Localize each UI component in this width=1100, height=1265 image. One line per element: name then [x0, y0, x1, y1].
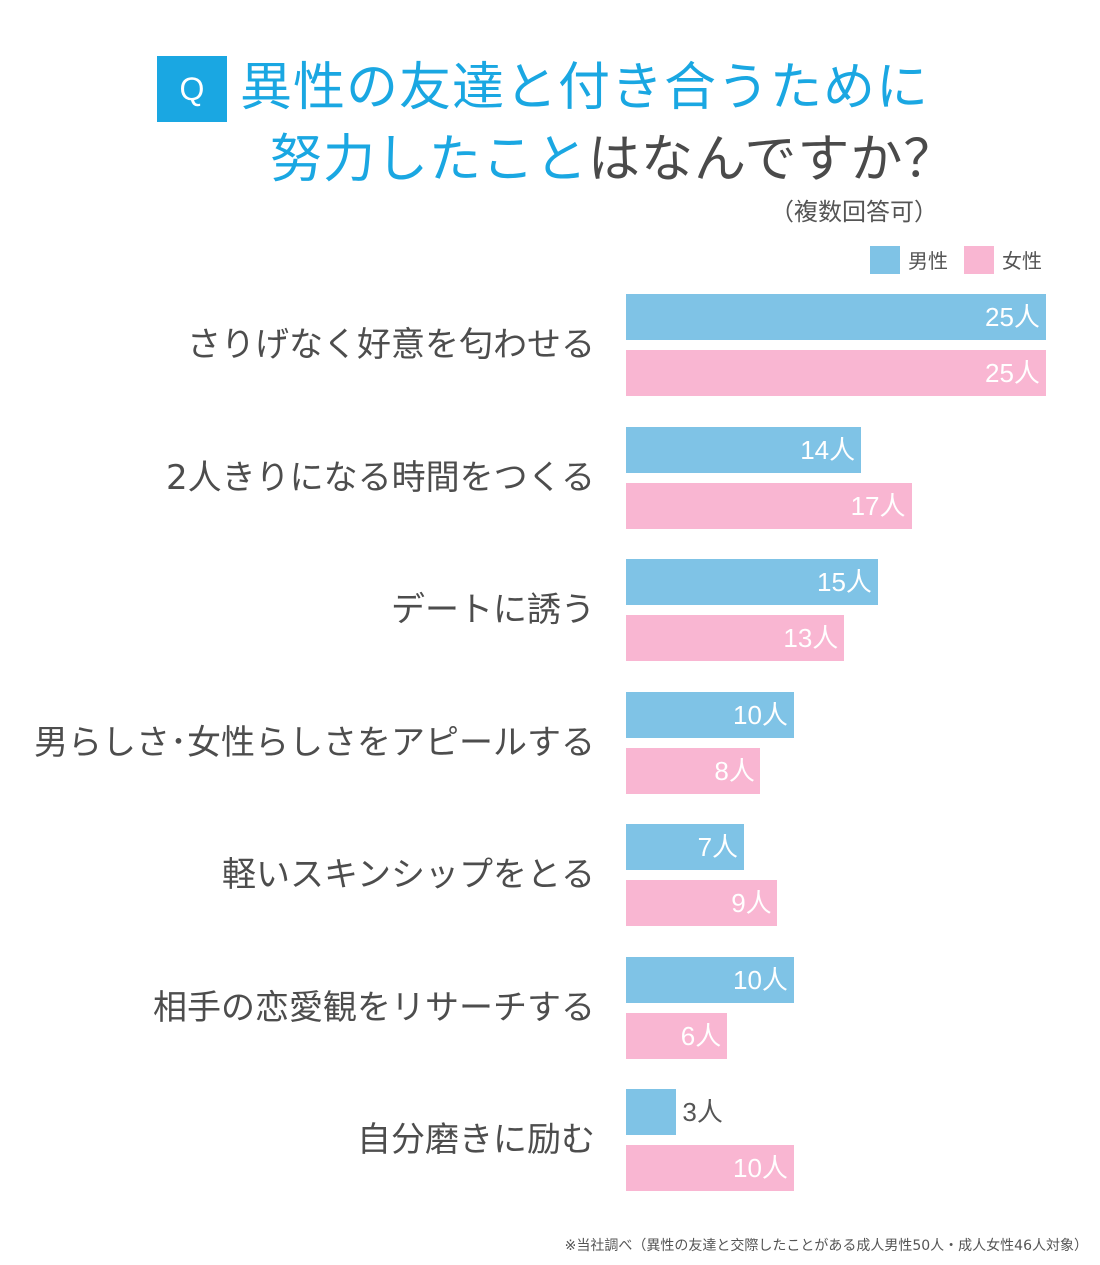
bar-value-label: 7人 [697, 832, 739, 862]
title-line-2: 努力したことはなんですか？ [270, 130, 956, 190]
bar-value-label: 25人 [985, 302, 1040, 332]
bar-female [626, 1012, 727, 1059]
bar-female [626, 350, 1046, 396]
bar-female [626, 615, 845, 661]
bar-female [626, 880, 778, 926]
title-line-2-rest: はなんですか？ [588, 130, 957, 190]
category-label: 2人きりになる時間をつくる [166, 457, 595, 498]
title-line-1: 異性の友達と付き合うために [240, 58, 930, 118]
footnote: ※当社調べ（異性の友達と交際したことがある成人男性50人・成人女性46人対象） [564, 1238, 1088, 1254]
bar-male [626, 294, 1046, 340]
bar-male [626, 559, 878, 605]
legend-label-male: 男性 [908, 249, 948, 273]
bar-female [626, 1145, 794, 1191]
bar-value-label: 15人 [817, 567, 872, 597]
legend-item-female: 女性 [964, 245, 1042, 274]
bar-male [626, 691, 794, 738]
bar-value-label: 8人 [714, 755, 755, 786]
bar-female [626, 482, 912, 529]
bar-value-label: 10人 [733, 964, 788, 995]
bar-male [626, 824, 744, 870]
question-badge: Q [157, 56, 227, 122]
legend-label-female: 女性 [1002, 249, 1042, 273]
category-label: デートに誘う [391, 590, 595, 630]
bar-value-label: 10人 [733, 1153, 788, 1183]
bar-value-label: 6人 [680, 1020, 722, 1051]
bar-value-label: 14人 [800, 434, 856, 465]
bar-value-label: 17人 [850, 490, 906, 521]
bar-male [626, 956, 794, 1003]
bar-male [626, 426, 862, 473]
legend-item-male: 男性 [870, 245, 948, 274]
bar-value-label: 10人 [733, 699, 788, 730]
legend-swatch-female [964, 245, 994, 274]
legend: 男性 女性 [870, 245, 1058, 274]
bar-value-label: 9人 [731, 888, 772, 918]
category-label: 男らしさ･女性らしさをアピールする [34, 722, 595, 763]
legend-swatch-male [870, 245, 900, 274]
category-label: 自分磨きに励む [357, 1120, 595, 1160]
title-line-2-highlight: 努力したこと [270, 130, 589, 190]
bar-value-label: 13人 [783, 623, 839, 653]
bar-male [626, 1089, 677, 1135]
category-label: 相手の恋愛観をリサーチする [153, 987, 595, 1028]
chart-subtitle: （複数回答可） [770, 198, 938, 226]
bar-female [626, 747, 761, 794]
category-label: 軽いスキンシップをとる [222, 855, 595, 895]
bar-value-label: 25人 [985, 358, 1040, 388]
bar-value-label: 3人 [682, 1097, 723, 1127]
category-label: さりげなく好意を匂わせる [187, 325, 595, 365]
